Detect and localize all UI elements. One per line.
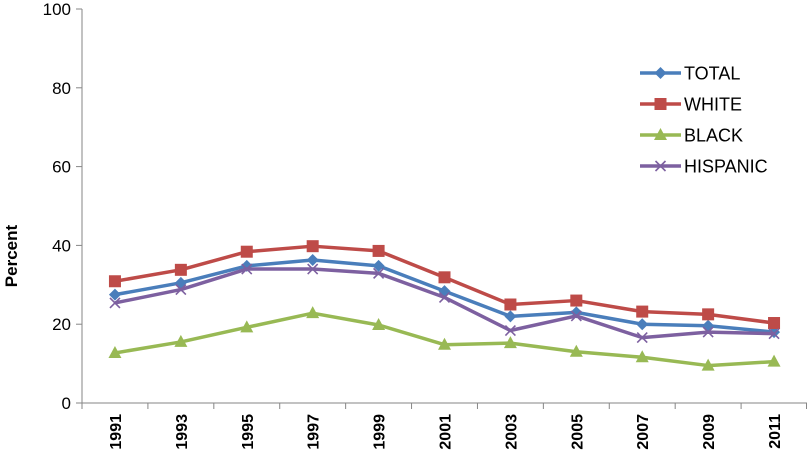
- y-tick-label: 100: [43, 0, 71, 19]
- x-tick-label: 2005: [569, 414, 586, 450]
- data-point-white: [636, 305, 649, 318]
- y-tick-label: 20: [52, 315, 71, 334]
- data-point-black: [174, 334, 188, 347]
- data-point-white: [174, 263, 187, 276]
- y-tick-label: 60: [52, 158, 71, 177]
- x-axis: 1991 1993 1995 1997 1999 2001 2003 2005 2007 2009…: [81, 402, 807, 450]
- data-point-black: [306, 306, 320, 319]
- legend-label-total: TOTAL: [684, 64, 740, 84]
- series-line-white: [114, 244, 775, 325]
- x-tick-label: 1993: [174, 414, 191, 450]
- series-white: [108, 240, 781, 330]
- data-point-hispanic: [109, 297, 121, 309]
- data-point-white: [108, 275, 121, 288]
- data-point-black: [701, 358, 715, 371]
- series-group: [108, 240, 781, 371]
- series-hispanic: [109, 263, 780, 344]
- data-point-hispanic: [702, 326, 714, 338]
- data-point-hispanic: [438, 291, 451, 303]
- data-point-hispanic: [768, 328, 780, 340]
- data-point-hispanic: [373, 267, 385, 279]
- data-point-total: [108, 288, 121, 301]
- data-point-hispanic: [241, 263, 253, 275]
- data-point-white: [438, 271, 451, 284]
- legend-item-total: TOTAL: [640, 64, 740, 84]
- data-point-black: [372, 317, 386, 330]
- data-point-black: [438, 337, 451, 350]
- data-point-black: [569, 344, 583, 357]
- data-point-hispanic: [570, 310, 582, 322]
- data-point-black: [635, 350, 649, 363]
- data-point-total: [306, 253, 319, 266]
- data-point-white: [768, 317, 781, 330]
- data-point-white: [372, 244, 385, 257]
- data-point-white: [504, 298, 517, 311]
- data-point-black: [767, 354, 781, 367]
- data-point-white: [702, 308, 715, 321]
- x-tick-label: 1991: [108, 414, 125, 450]
- data-point-total: [372, 259, 385, 272]
- y-tick-label: 40: [52, 236, 71, 255]
- data-point-white: [570, 294, 583, 307]
- x-tick-label: 2007: [635, 414, 652, 450]
- data-point-hispanic: [307, 263, 319, 275]
- data-point-hispanic: [504, 324, 516, 337]
- series-black: [108, 306, 781, 371]
- legend-item-white: WHITE: [640, 95, 742, 115]
- legend-marker-hispanic: [654, 160, 667, 172]
- y-tick-label: 0: [62, 394, 71, 413]
- x-tick-label: 2009: [701, 414, 718, 450]
- y-axis-title: Percent: [2, 224, 21, 287]
- legend-marker-total: [654, 67, 667, 79]
- data-point-black: [108, 345, 122, 358]
- legend-label-white: WHITE: [684, 95, 742, 115]
- legend-item-black: BLACK: [640, 126, 743, 146]
- legend-label-hispanic: HISPANIC: [684, 157, 768, 177]
- legend-label-black: BLACK: [684, 126, 743, 146]
- legend: TOTAL WHITE BLACK HISPANIC: [640, 64, 768, 177]
- data-point-total: [504, 310, 517, 323]
- x-tick-label: 2001: [438, 414, 455, 450]
- data-point-hispanic: [175, 283, 187, 296]
- y-tick-label: 80: [52, 79, 71, 98]
- data-point-black: [503, 336, 517, 349]
- data-point-white: [240, 245, 253, 258]
- x-tick-label: 2011: [767, 414, 784, 449]
- legend-marker-black: [654, 128, 667, 140]
- data-point-hispanic: [636, 332, 648, 344]
- data-point-total: [702, 319, 715, 332]
- x-tick-label: 1999: [372, 414, 389, 450]
- data-point-total: [636, 318, 649, 331]
- x-tick-label: 1997: [306, 414, 323, 450]
- x-tick-label: 2003: [503, 414, 520, 450]
- legend-marker-white: [654, 98, 667, 110]
- legend-item-hispanic: HISPANIC: [640, 157, 768, 177]
- y-axis: 0 20 40 60 80 100: [43, 0, 83, 413]
- data-point-black: [240, 320, 254, 333]
- x-tick-label: 1995: [240, 414, 257, 450]
- data-point-white: [306, 240, 319, 253]
